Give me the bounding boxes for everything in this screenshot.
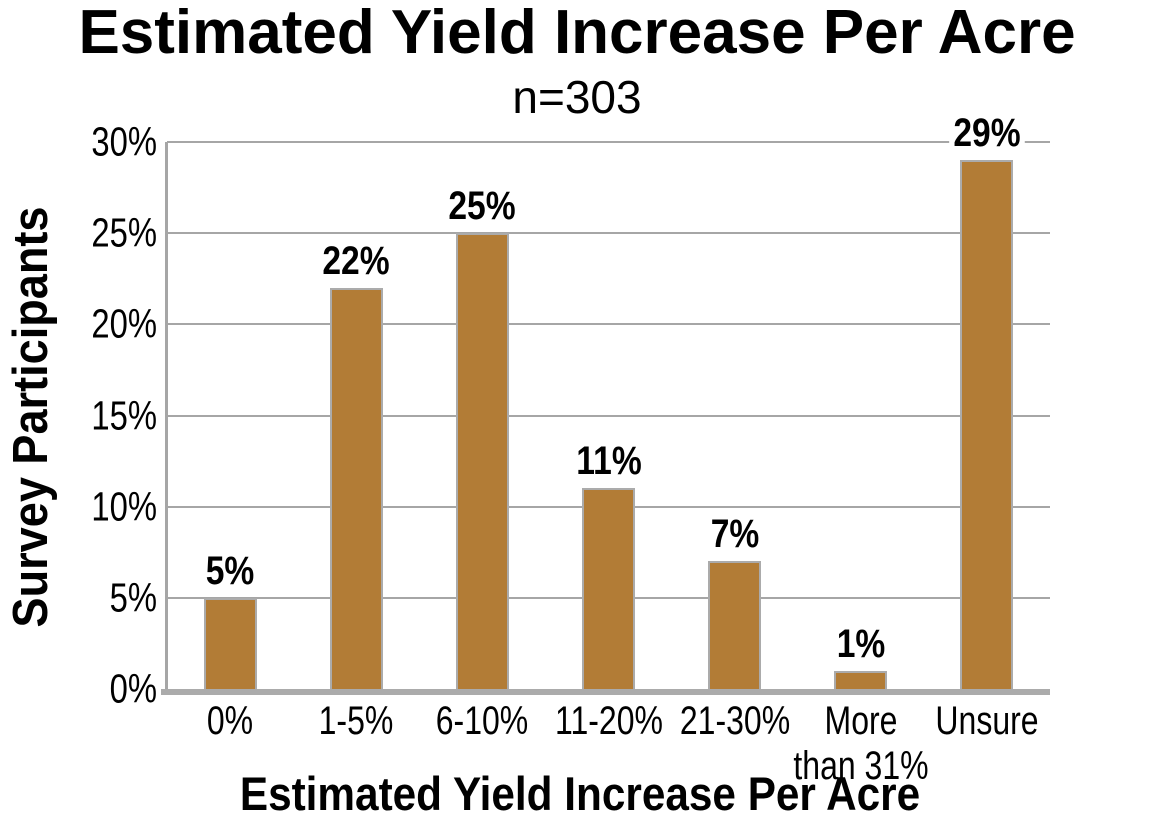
x-category-label: Unsure — [935, 699, 1039, 743]
plot-area: 5% 22% 25% 11% 7% 1% 29% 0% 5% 10% 15% 20% 25% 30% 0% 1… — [91, 112, 1050, 788]
bar-value-label: 7% — [706, 513, 764, 556]
gridline — [167, 323, 1050, 326]
bar — [203, 597, 257, 689]
x-axis-line — [161, 689, 1050, 695]
bar — [455, 233, 509, 689]
y-axis-title: Survey Participants — [4, 206, 58, 628]
bar — [708, 561, 762, 689]
bar — [329, 287, 383, 689]
y-tick-label: 25% — [91, 209, 157, 256]
bar-value-label: 22% — [318, 239, 395, 282]
y-tick-label: 15% — [91, 392, 157, 438]
x-category-label: 0% — [206, 699, 254, 743]
bar-value-label: 11% — [571, 440, 646, 483]
bar-value-label: 5% — [201, 549, 259, 592]
bar — [582, 488, 635, 689]
gridline — [167, 232, 1050, 235]
gridline — [167, 141, 1050, 143]
bar-value-label: 29% — [949, 112, 1025, 155]
y-axis-line — [165, 142, 168, 689]
x-axis-title: Estimated Yield Increase Per Acre — [239, 767, 921, 820]
x-category-label: 21-30% — [679, 699, 790, 743]
gridline — [167, 414, 1050, 417]
chart-subtitle: n=303 — [512, 71, 642, 123]
y-tick-label: 5% — [109, 574, 157, 621]
bar-value-label: 1% — [832, 622, 890, 665]
bar — [960, 160, 1014, 689]
chart-title: Estimated Yield Increase Per Acre — [78, 0, 1076, 67]
x-category-label: 6-10% — [436, 699, 529, 743]
x-category-label: 1-5% — [318, 699, 394, 743]
y-tick-label: 10% — [91, 483, 157, 530]
bar-value-label: 25% — [444, 185, 521, 228]
bar — [834, 670, 888, 689]
x-category-label: More than 31% — [793, 699, 929, 788]
y-tick-label: 20% — [91, 300, 157, 347]
x-category-label: 11-20% — [554, 699, 663, 743]
y-tick-label: 0% — [109, 665, 157, 712]
y-tick-label: 30% — [91, 118, 157, 165]
